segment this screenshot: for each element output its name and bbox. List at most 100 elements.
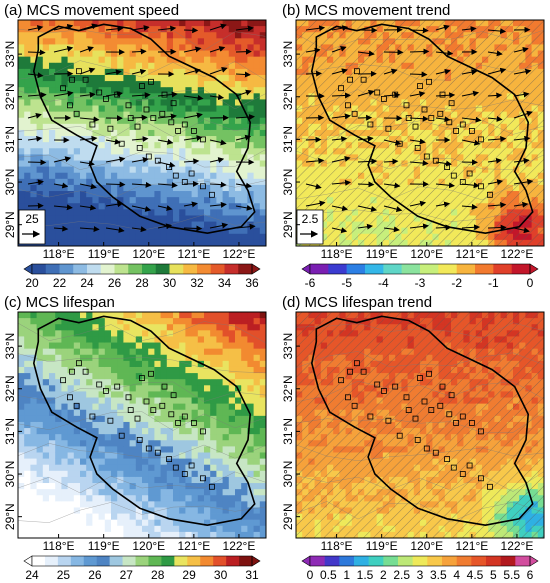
- heatmap-cell: [129, 38, 137, 45]
- heatmap-cell: [185, 513, 192, 521]
- heatmap-cell: [117, 366, 124, 374]
- heatmap-cell: [173, 172, 180, 180]
- heatmap-cell: [55, 373, 62, 380]
- heatmap-cell: [123, 81, 130, 88]
- station-marker: [134, 123, 141, 130]
- wind-vector: [435, 92, 456, 99]
- heatmap-cell: [247, 312, 254, 319]
- heatmap-cell: [185, 312, 192, 319]
- colorbar-segment: [135, 556, 149, 566]
- heatmap-cell: [86, 172, 93, 180]
- heatmap-cell: [92, 81, 99, 88]
- heatmap-cell: [117, 360, 124, 368]
- heatmap-cell: [253, 184, 261, 192]
- heatmap-cell: [36, 160, 44, 167]
- heatmap-cell: [191, 476, 199, 484]
- heatmap-cell: [204, 87, 211, 94]
- heatmap-cell: [179, 501, 186, 508]
- heatmap-cell: [191, 148, 199, 155]
- heatmap-cell: [253, 142, 261, 149]
- heatmap-cell: [111, 142, 118, 149]
- heatmap-cell: [73, 403, 81, 411]
- heatmap-cell: [228, 403, 236, 411]
- heatmap-cell: [253, 446, 261, 453]
- wind-vector: [209, 23, 227, 31]
- heatmap-cell: [42, 123, 50, 131]
- heatmap-cell: [111, 470, 118, 478]
- heatmap-cell: [154, 336, 161, 343]
- heatmap-cell: [197, 385, 205, 392]
- heatmap-cell: [204, 464, 211, 472]
- reference-vector-box: [296, 209, 324, 245]
- colorbar-tick-label: 24: [80, 276, 94, 290]
- heatmap-cell: [24, 68, 31, 76]
- heatmap-cell: [173, 495, 180, 502]
- heatmap-cell: [24, 62, 31, 70]
- heatmap-cell: [142, 531, 149, 539]
- heatmap-cell: [160, 470, 168, 478]
- heatmap-cell: [129, 160, 137, 167]
- heatmap-cell: [86, 525, 93, 533]
- colorbar-tick-label: 28: [135, 276, 149, 290]
- heatmap-cell: [86, 20, 93, 27]
- heatmap-cell: [92, 318, 99, 325]
- heatmap-cell: [129, 458, 137, 466]
- heatmap-cell: [173, 184, 180, 192]
- heatmap-cell: [142, 440, 149, 447]
- station-marker: [145, 445, 152, 452]
- heatmap-cell: [24, 354, 31, 362]
- heatmap-cell: [80, 525, 87, 533]
- heatmap-cell: [210, 99, 217, 106]
- heatmap-cell: [210, 373, 217, 380]
- heatmap-cell: [259, 26, 267, 33]
- heatmap-cell: [179, 93, 186, 100]
- heatmap-cell: [210, 458, 217, 466]
- heatmap-cell: [222, 458, 230, 466]
- heatmap-cell: [24, 446, 31, 453]
- heatmap-cell: [259, 233, 267, 241]
- heatmap-cell: [129, 221, 137, 229]
- heatmap-cell: [67, 513, 75, 521]
- heatmap-cell: [24, 519, 31, 527]
- heatmap-cell: [135, 501, 143, 508]
- heatmap-cell: [73, 452, 81, 459]
- heatmap-cell: [104, 239, 112, 247]
- heatmap-cell: [154, 464, 161, 472]
- wind-vector: [409, 48, 430, 55]
- heatmap-cell: [80, 354, 87, 362]
- wind-vector: [235, 71, 251, 78]
- heatmap-cell: [259, 62, 267, 70]
- heatmap-cell: [18, 434, 25, 441]
- heatmap-cell: [55, 191, 62, 198]
- heatmap-cell: [241, 136, 248, 143]
- heatmap-cell: [253, 513, 261, 521]
- heatmap-cell: [129, 470, 137, 478]
- station-marker: [380, 96, 387, 102]
- heatmap-cell: [204, 32, 211, 39]
- heatmap-cell: [204, 324, 211, 331]
- heatmap-cell: [42, 68, 50, 76]
- heatmap-cell: [204, 209, 211, 216]
- heatmap-cell: [117, 209, 124, 216]
- heatmap-cell: [111, 227, 118, 235]
- heatmap-cell: [160, 32, 168, 39]
- heatmap-cell: [67, 336, 75, 343]
- heatmap-cell: [148, 26, 155, 33]
- heatmap-cell: [160, 531, 168, 539]
- heatmap-cell: [55, 160, 62, 167]
- heatmap-cell: [148, 56, 155, 64]
- heatmap-cell: [166, 87, 174, 94]
- heatmap-cell: [173, 136, 180, 143]
- heatmap-cell: [30, 421, 37, 429]
- heatmap-cell: [210, 81, 217, 88]
- heatmap-cell: [86, 154, 93, 161]
- heatmap-cell: [204, 74, 211, 82]
- heatmap-cell: [222, 215, 230, 222]
- heatmap-cell: [18, 501, 25, 508]
- heatmap-cell: [73, 227, 81, 235]
- heatmap-cell: [80, 507, 87, 514]
- colorbar-tick-label: 27: [120, 568, 134, 582]
- heatmap-cell: [49, 50, 56, 58]
- heatmap-cell: [49, 215, 56, 222]
- panel-b-hatching: [296, 20, 544, 246]
